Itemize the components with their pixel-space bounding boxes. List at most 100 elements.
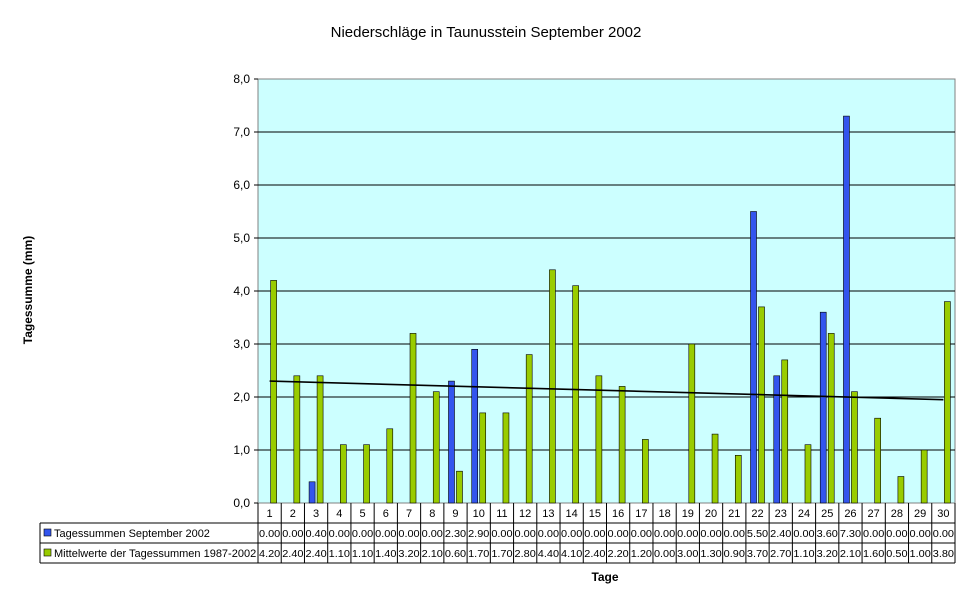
bar-mittelwert-30	[944, 301, 951, 504]
x-axis-label: Tage	[591, 570, 618, 584]
bar-mittelwert-3	[316, 375, 324, 504]
y-tick-label: 3,0	[233, 337, 250, 351]
data-label: 0.00	[910, 529, 932, 540]
data-table: 1 2 3 4 5 6 7 8 9 10 11 12 13 14 15 16 17 18 19 20 21 22 23 24 2…	[39, 503, 956, 564]
data-label: 2.30	[445, 529, 467, 540]
bar-mittelwert-28	[897, 476, 905, 504]
data-label: 0.00	[538, 529, 560, 540]
bar-mittelwert-24	[804, 444, 812, 504]
data-label: 2.80	[515, 549, 537, 560]
data-label: 3.20	[398, 549, 420, 560]
bar-mittelwert-6	[386, 428, 394, 504]
data-label: 1.20	[631, 549, 653, 560]
bar-mittelwert-7	[409, 333, 417, 504]
bar-mittelwert-25	[827, 333, 835, 504]
data-label: 2.10	[840, 549, 862, 560]
bar-mittelwert-16	[618, 386, 626, 504]
data-label: 3.60	[817, 529, 839, 540]
data-label: 1.60	[863, 549, 885, 560]
x-category-label: 5	[359, 508, 365, 520]
data-label: 0.00	[608, 529, 630, 540]
data-label: 1.10	[329, 549, 351, 560]
data-label: 3.20	[817, 549, 839, 560]
data-label: 0.50	[886, 549, 908, 560]
data-label: 1.30	[700, 549, 722, 560]
x-category-label: 23	[775, 508, 787, 520]
data-label: 0.00	[724, 529, 746, 540]
x-category-label: 27	[868, 508, 880, 520]
data-label: 0.40	[305, 529, 327, 540]
bar-tagessumme-26	[843, 115, 850, 504]
bar-mittelwert-17	[642, 439, 649, 504]
y-tick-label: 7,0	[233, 125, 250, 139]
trendline	[269, 380, 944, 401]
y-axis-label: Tagessumme (mm)	[21, 236, 35, 344]
x-category-label: 13	[542, 508, 554, 520]
data-label: 3.00	[677, 549, 699, 560]
data-label: 3.80	[933, 549, 955, 560]
legend-swatch	[43, 548, 52, 557]
x-category-label: 2	[290, 508, 296, 520]
data-label: 4.10	[561, 549, 583, 560]
bar-mittelwert-19	[688, 343, 696, 504]
x-category-label: 24	[798, 508, 810, 520]
data-label: 0.00	[398, 529, 420, 540]
bar-tagessumme-9	[448, 380, 455, 504]
x-category-label: 3	[313, 508, 319, 520]
bar-mittelwert-29	[920, 449, 928, 504]
data-label: 0.00	[793, 529, 815, 540]
data-label: 1.70	[468, 549, 490, 560]
legend-entry: Tagessummen September 2002	[54, 528, 210, 540]
data-label: 2.40	[584, 549, 606, 560]
data-label: 2.70	[770, 549, 792, 560]
bar-tagessumme-3	[308, 481, 316, 504]
bar-tagessumme-25	[819, 311, 827, 504]
data-label: 2.20	[608, 549, 630, 560]
x-category-label: 10	[473, 508, 485, 520]
x-category-label: 25	[821, 508, 833, 520]
x-category-label: 6	[383, 508, 389, 520]
bar-mittelwert-10	[479, 412, 487, 504]
x-category-label: 18	[658, 508, 670, 520]
y-tick-label: 6,0	[233, 178, 250, 192]
data-label: 0.00	[654, 529, 676, 540]
data-label: 2.40	[770, 529, 792, 540]
data-label: 0.00	[515, 529, 537, 540]
data-label: 0.00	[352, 529, 374, 540]
x-category-label: 21	[728, 508, 740, 520]
data-label: 0.00	[282, 529, 304, 540]
bar-mittelwert-4	[340, 444, 347, 504]
legend-swatch	[43, 528, 52, 537]
data-label: 2.40	[305, 549, 327, 560]
bar-mittelwert-22	[758, 306, 765, 504]
data-label: 7.30	[840, 529, 862, 540]
y-tick-label: 4,0	[233, 284, 250, 298]
x-category-label: 16	[612, 508, 624, 520]
y-tick-label: 1,0	[233, 443, 250, 457]
x-category-label: 7	[406, 508, 412, 520]
bar-mittelwert-21	[734, 454, 742, 504]
x-category-label: 1	[267, 508, 273, 520]
x-category-label: 12	[519, 508, 531, 520]
bar-mittelwert-9	[456, 470, 463, 504]
y-axis-ticks: 0,0 1,0 2,0 3,0 4,0 5,0 6,0 7,0 8,0	[233, 72, 258, 510]
y-tick-label: 0,0	[233, 496, 250, 510]
data-label: 0.00	[375, 529, 397, 540]
bar-mittelwert-2	[293, 375, 301, 504]
data-label: 0.00	[631, 529, 653, 540]
data-label: 1.00	[910, 549, 932, 560]
data-label: 0.00	[863, 529, 885, 540]
x-category-label: 30	[937, 508, 949, 520]
x-category-label: 15	[589, 508, 601, 520]
data-label: 5.50	[747, 529, 769, 540]
bar-mittelwert-11	[502, 412, 510, 504]
data-label: 0.00	[329, 529, 351, 540]
data-label: 0.00	[933, 529, 955, 540]
y-tick-label: 8,0	[233, 72, 250, 86]
bar-mittelwert-12	[525, 354, 533, 504]
bar-mittelwert-13	[549, 269, 556, 504]
data-label: 1.40	[375, 549, 397, 560]
x-category-label: 14	[566, 508, 578, 520]
y-tick-label: 2,0	[233, 390, 250, 404]
data-label: 0.00	[422, 529, 444, 540]
